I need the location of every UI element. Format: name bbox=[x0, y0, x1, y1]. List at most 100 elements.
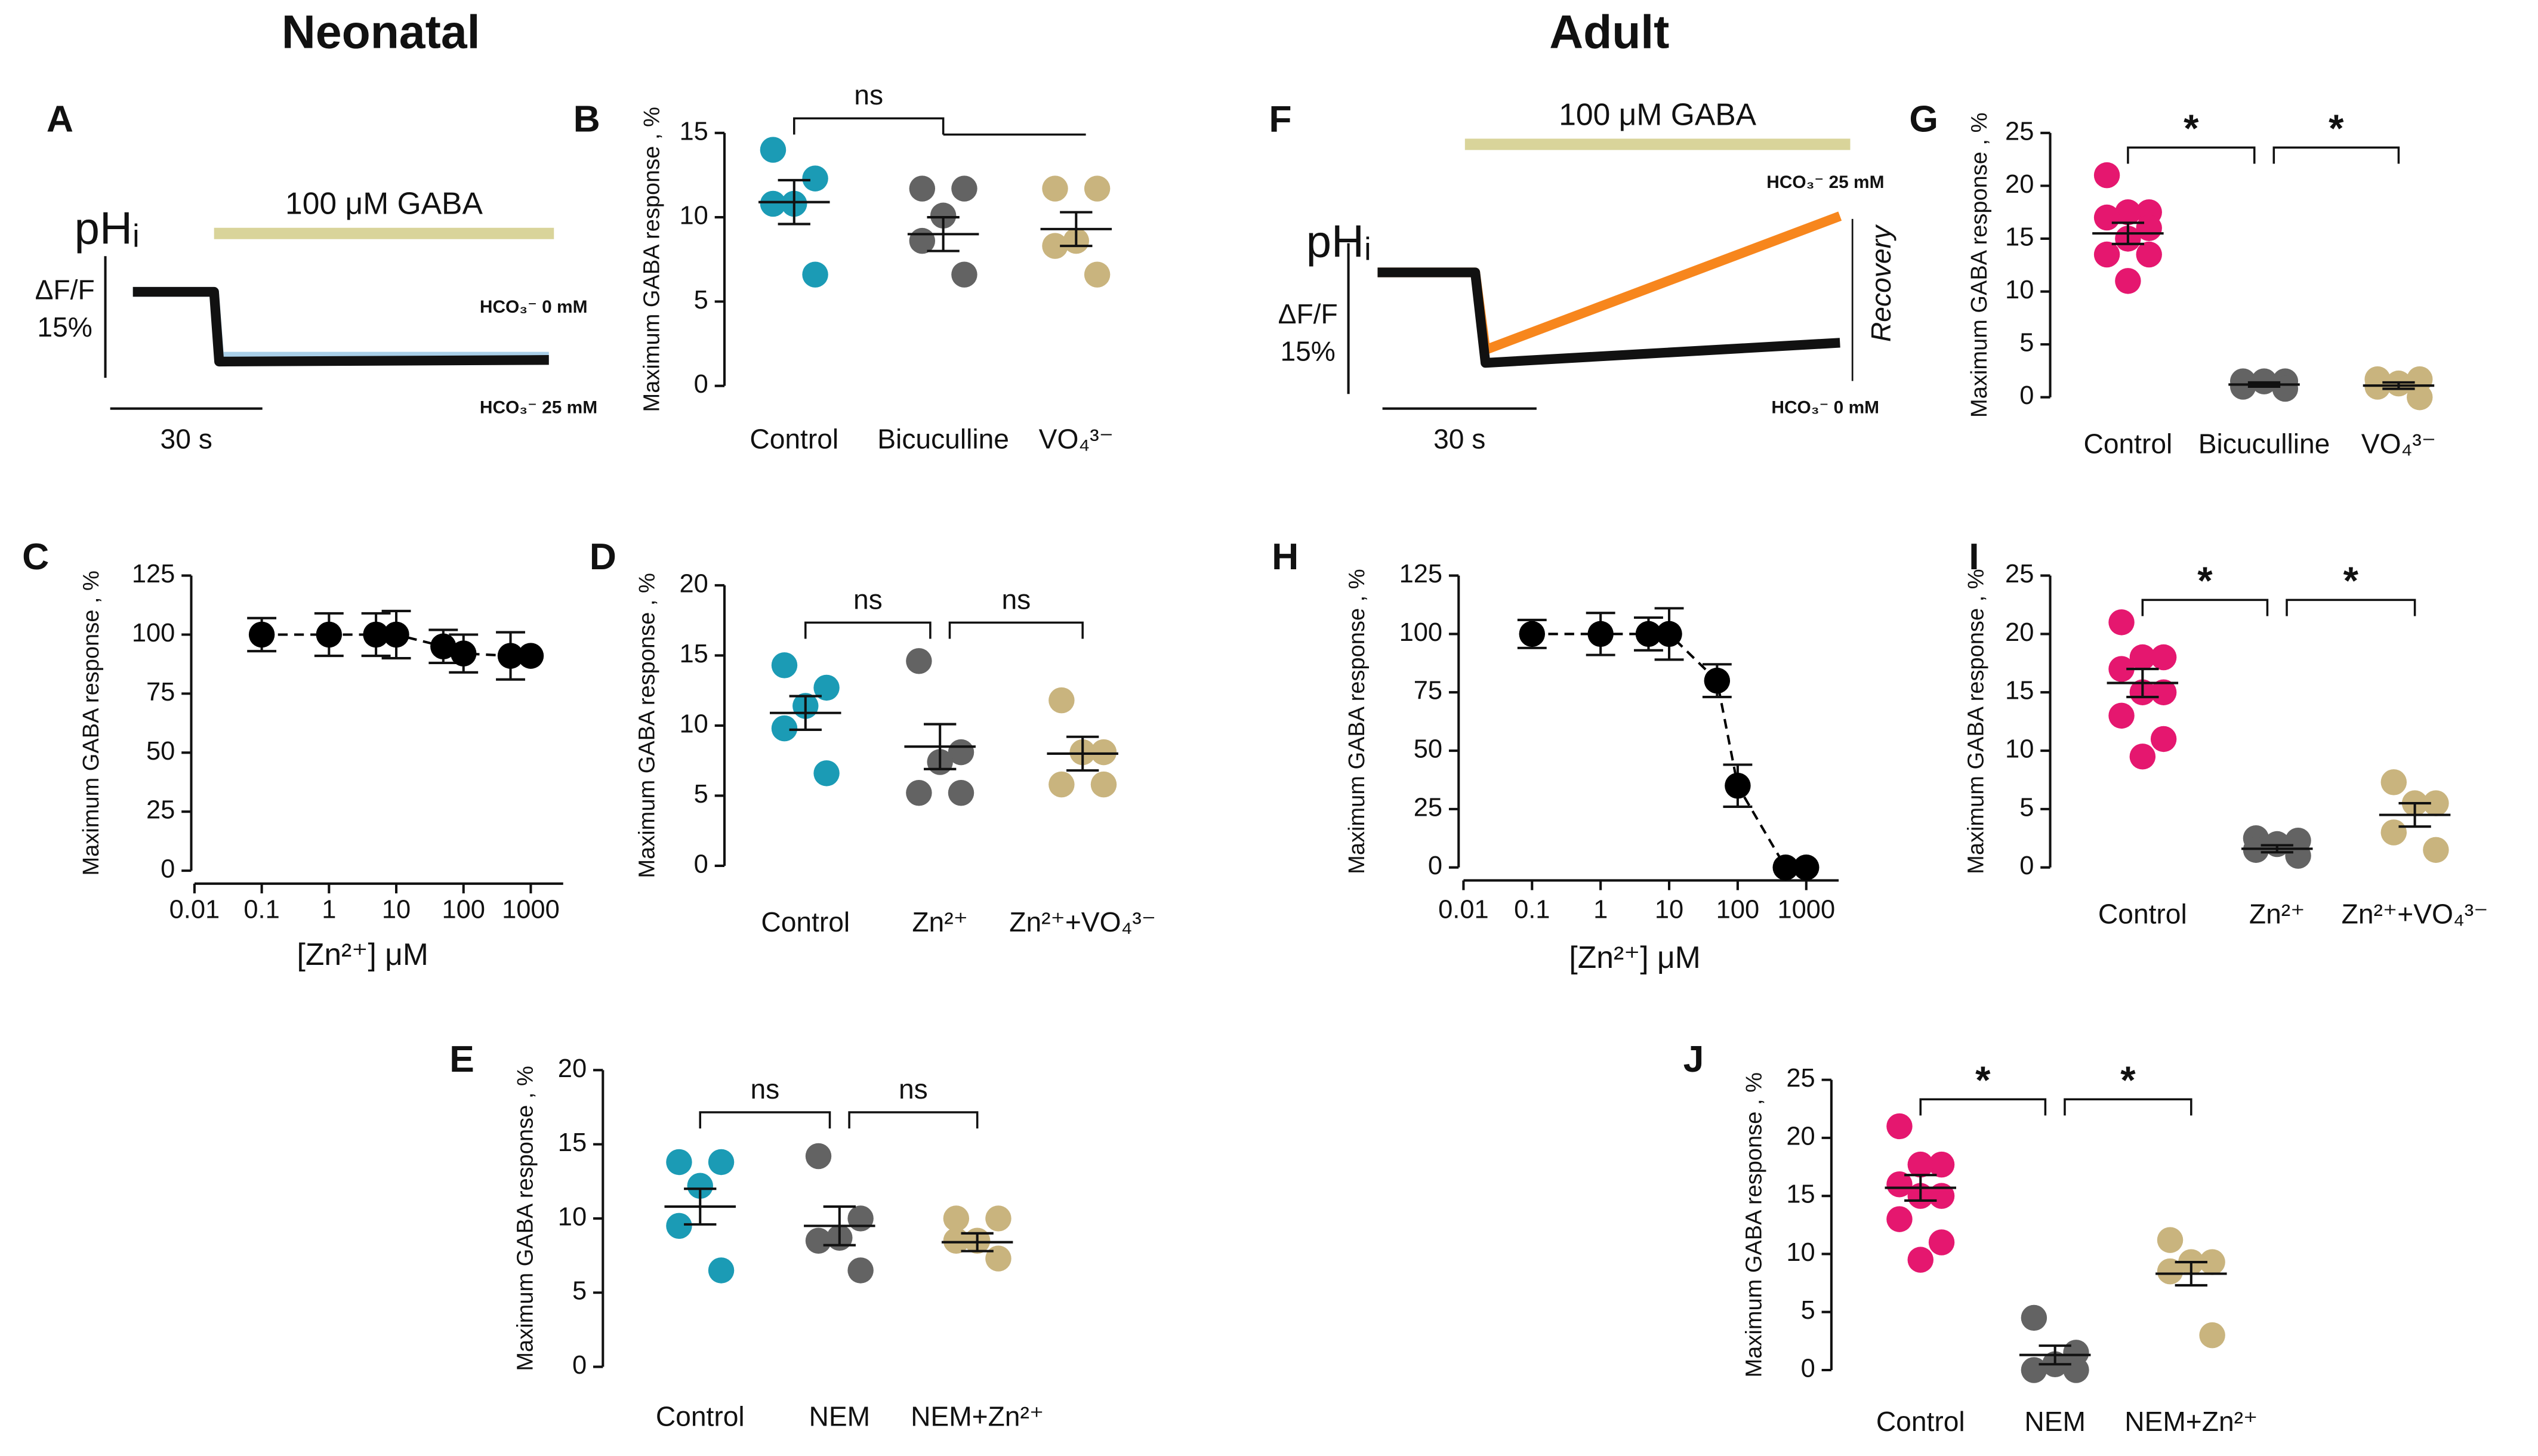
x-tick-label: 0.1 bbox=[1514, 896, 1550, 924]
x-tick-label: Control bbox=[750, 423, 838, 454]
x-tick-label: 100 bbox=[442, 896, 485, 924]
y-tick-label: 5 bbox=[1801, 1296, 1815, 1325]
dot bbox=[2285, 843, 2311, 869]
scale-label: 15% bbox=[1280, 336, 1335, 367]
y-tick-label: 15 bbox=[558, 1128, 587, 1157]
y-tick-label: 0 bbox=[2019, 381, 2034, 410]
y-tick-label: 5 bbox=[2019, 329, 2034, 357]
bracket bbox=[2272, 146, 2400, 164]
dot bbox=[2115, 268, 2141, 294]
dot bbox=[943, 1205, 970, 1232]
dot bbox=[909, 175, 936, 202]
scale-label: 30 s bbox=[1433, 423, 1485, 454]
significance: * bbox=[2343, 559, 2359, 602]
point bbox=[1587, 621, 1614, 647]
y-axis-label: Maximum GABA response , % bbox=[1344, 569, 1370, 874]
y-tick-label: 10 bbox=[558, 1202, 587, 1231]
x-tick-label: NEM bbox=[2024, 1406, 2086, 1437]
dot bbox=[2229, 374, 2256, 400]
dot bbox=[1084, 175, 1111, 202]
x-tick-label: 100 bbox=[1716, 896, 1759, 924]
y-tick-label: 15 bbox=[679, 640, 708, 668]
y-tick-label: 75 bbox=[146, 678, 175, 707]
dot bbox=[2199, 1249, 2225, 1275]
x-tick-label: Zn²⁺ bbox=[2249, 898, 2305, 929]
dot bbox=[2093, 204, 2120, 231]
significance: * bbox=[2120, 1058, 2136, 1102]
x-tick-label: 1 bbox=[1593, 896, 1608, 924]
dot bbox=[1048, 771, 1075, 798]
bracket bbox=[1919, 1098, 2047, 1116]
point bbox=[451, 640, 477, 667]
dot bbox=[2093, 162, 2120, 189]
dot bbox=[2115, 199, 2141, 226]
dot bbox=[2108, 702, 2135, 729]
dot bbox=[2150, 644, 2177, 671]
y-tick-label: 20 bbox=[679, 569, 708, 598]
y-tick-label: 25 bbox=[2005, 117, 2034, 146]
point bbox=[430, 633, 457, 660]
annotation: Recovery bbox=[1865, 224, 1896, 342]
x-tick-label: Control bbox=[761, 906, 850, 937]
significance: ns bbox=[750, 1074, 779, 1105]
y-tick-label: 0 bbox=[572, 1351, 587, 1380]
y-tick-label: 10 bbox=[1786, 1238, 1815, 1267]
dot bbox=[771, 715, 798, 742]
bracket bbox=[948, 621, 1084, 639]
dot bbox=[708, 1149, 735, 1176]
panel-letter: G bbox=[1909, 98, 1938, 140]
dot bbox=[847, 1257, 874, 1284]
dot bbox=[948, 780, 975, 806]
point bbox=[497, 643, 524, 669]
bracket bbox=[2286, 599, 2416, 616]
y-axis-label: Maximum GABA response , % bbox=[79, 570, 104, 875]
dot bbox=[2423, 837, 2449, 863]
significance: ns bbox=[899, 1074, 928, 1105]
heading: Neonatal bbox=[282, 6, 480, 58]
dot bbox=[1084, 261, 1111, 288]
dot bbox=[906, 648, 932, 674]
y-tick-label: 15 bbox=[1786, 1180, 1815, 1209]
dot bbox=[805, 1227, 832, 1254]
x-tick-label: 1000 bbox=[1777, 896, 1835, 924]
x-tick-label: NEM bbox=[809, 1401, 871, 1432]
significance: ns bbox=[854, 79, 883, 110]
bracket bbox=[2127, 146, 2256, 164]
y-tick-label: 15 bbox=[2005, 223, 2034, 251]
point bbox=[248, 621, 275, 648]
dot bbox=[2407, 384, 2433, 411]
x-tick-label: Control bbox=[1876, 1406, 1965, 1437]
dot bbox=[1042, 175, 1068, 202]
panel-letter: H bbox=[1272, 536, 1299, 578]
dot bbox=[687, 1173, 713, 1199]
dot bbox=[666, 1213, 692, 1239]
dot bbox=[2129, 644, 2156, 671]
dot bbox=[1090, 739, 1117, 766]
y-tick-label: 25 bbox=[146, 796, 175, 825]
stimulus-label: 100 μM GABA bbox=[285, 186, 483, 221]
y-tick-label: 20 bbox=[558, 1054, 587, 1083]
x-tick-label: 1000 bbox=[502, 896, 560, 924]
point bbox=[1704, 667, 1731, 694]
dot bbox=[802, 261, 828, 288]
panel-letter: J bbox=[1683, 1038, 1704, 1080]
scale-label: 15% bbox=[37, 311, 92, 343]
dot bbox=[2199, 1322, 2225, 1349]
y-tick-label: 10 bbox=[2005, 276, 2034, 304]
y-tick-label: 50 bbox=[1414, 735, 1442, 764]
dot bbox=[805, 1143, 832, 1170]
bracket bbox=[2064, 1098, 2192, 1116]
scale-label: ΔF/F bbox=[35, 274, 95, 305]
trace-label: HCO₃⁻ 25 mM bbox=[480, 398, 597, 418]
stimulus-label: 100 μM GABA bbox=[1559, 97, 1756, 131]
dot bbox=[708, 1257, 735, 1284]
dot bbox=[2129, 744, 2156, 770]
dot bbox=[2150, 726, 2177, 752]
dot bbox=[2380, 819, 2407, 846]
y-tick-label: 25 bbox=[1786, 1064, 1815, 1093]
x-tick-label: Control bbox=[656, 1401, 745, 1432]
dot bbox=[985, 1205, 1012, 1232]
dot bbox=[2423, 790, 2449, 816]
heading: Adult bbox=[1549, 6, 1669, 58]
x-tick-label: Zn²⁺+VO₄³⁻ bbox=[1009, 906, 1156, 937]
